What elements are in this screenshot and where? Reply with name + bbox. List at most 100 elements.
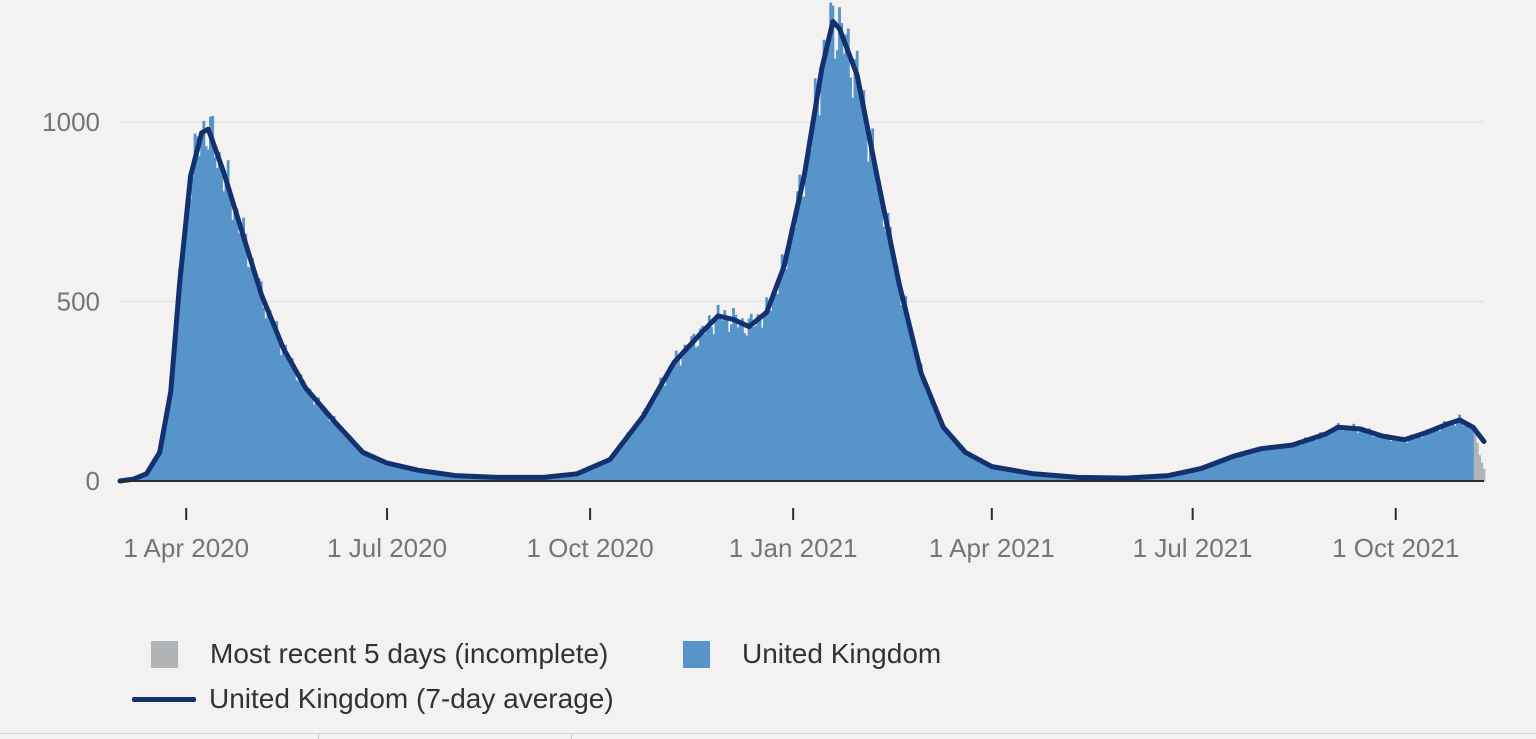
daily-bar [829,2,833,482]
daily-bar [173,349,177,481]
daily-bar [701,325,705,481]
daily-bar [222,191,226,482]
daily-bar [966,453,969,481]
daily-bar [1319,432,1323,481]
daily-bar [793,227,797,481]
daily-bar [568,474,572,481]
daily-bar [432,472,435,481]
daily-bar [328,421,332,481]
daily-bar [200,134,204,481]
daily-bar [149,467,153,481]
daily-bar [983,462,987,481]
daily-bar [451,475,455,481]
daily-bar [721,320,724,481]
daily-bar [851,97,855,482]
daily-bar [1045,475,1049,481]
daily-bar [156,457,159,481]
daily-bar [588,469,592,481]
daily-bar [1277,445,1281,481]
daily-bar [703,333,707,481]
daily-bar [1361,427,1365,481]
daily-bar [1023,472,1027,481]
daily-bar [379,460,382,481]
daily-bar [963,452,967,481]
daily-bar [398,465,402,481]
daily-bar [337,428,340,481]
footer-divider [0,733,1536,734]
daily-bar [1385,434,1389,481]
daily-bar [955,443,958,481]
daily-bar [877,180,881,481]
daily-bar [264,318,268,481]
daily-bar [447,474,451,481]
daily-bar [1471,429,1475,481]
daily-bar [745,335,749,481]
daily-bar [266,307,270,481]
daily-bar [1197,467,1201,481]
daily-bar [1350,427,1353,481]
daily-bar [1381,437,1384,481]
daily-bar [1341,430,1345,481]
daily-bar [707,315,711,481]
daily-bar [910,334,914,481]
daily-bar [597,464,601,481]
daily-bar [239,234,243,481]
daily-bar [1235,456,1239,481]
daily-bar [1204,466,1208,481]
daily-bar [187,194,190,481]
daily-bar [606,461,610,481]
daily-bar [1303,437,1307,481]
daily-bar [710,326,713,481]
daily-bar [1317,437,1320,481]
daily-bar [242,217,246,481]
daily-bar [1180,472,1184,481]
daily-bar [1270,445,1274,481]
daily-bar [778,281,782,481]
daily-bar [930,402,934,481]
daily-bar [849,77,852,482]
legend-item-incomplete[interactable]: Most recent 5 days (incomplete) [151,638,608,670]
daily-bar [443,474,446,481]
daily-bar [1010,469,1014,481]
daily-bar [928,392,932,481]
daily-bar [807,142,811,482]
daily-bar [884,231,888,481]
daily-bar [401,467,404,481]
daily-bar [217,151,221,481]
daily-bar [317,397,321,481]
daily-bar [809,149,813,481]
daily-bar [1255,448,1259,481]
daily-bar [160,438,164,481]
daily-bar [734,315,738,481]
incomplete-bar [1475,442,1479,481]
daily-bar [610,454,614,481]
daily-bar [741,318,744,481]
daily-bar [209,116,212,481]
daily-bar [873,159,877,482]
daily-bar [1244,452,1248,481]
daily-bar [341,429,345,481]
daily-bar [211,116,215,482]
daily-bar [1403,440,1406,481]
daily-bar [182,248,186,481]
daily-bar [1250,453,1254,481]
daily-bar [782,255,786,481]
legend-item-average[interactable]: United Kingdom (7-day average) [132,683,614,715]
daily-bar [206,149,210,481]
legend-item-united-kingdom[interactable]: United Kingdom [683,638,941,670]
daily-bar [939,425,943,481]
daily-bar [1027,472,1031,481]
daily-bar [303,390,307,481]
daily-bar [769,310,773,481]
daily-bar [1374,436,1378,481]
daily-bar [1288,443,1292,481]
daily-bar [1436,430,1440,481]
daily-bar [368,455,371,481]
daily-bar [1383,434,1387,481]
daily-bar [1356,432,1360,481]
daily-bar [880,190,883,481]
legend: Most recent 5 days (incomplete) United K… [0,620,1536,730]
daily-bar [191,176,195,481]
daily-bar [409,469,413,481]
daily-bar [985,463,989,481]
